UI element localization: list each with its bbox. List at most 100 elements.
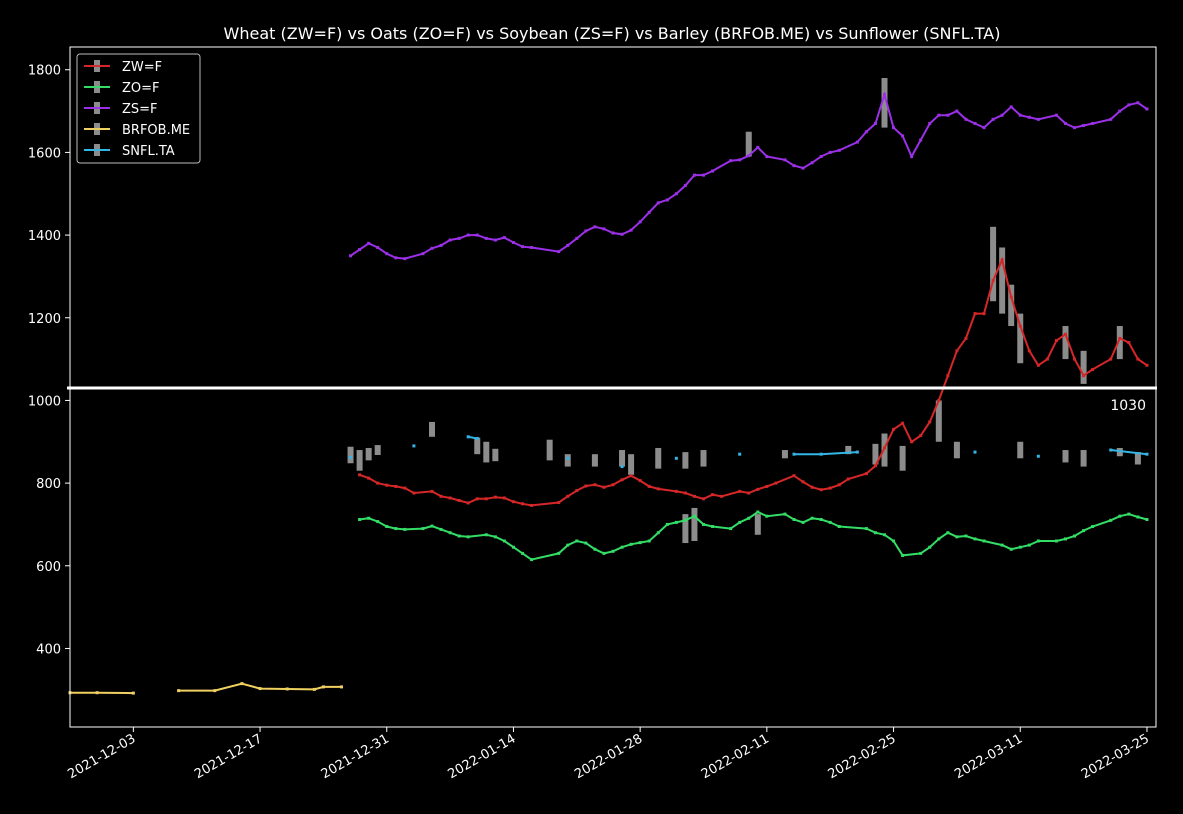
data-point-ZW=F: [1145, 363, 1149, 367]
data-point-ZW=F: [883, 446, 886, 450]
data-point-ZS=F: [901, 134, 905, 138]
y-tick-label: 1600: [28, 146, 61, 161]
data-point-ZW=F: [475, 497, 479, 501]
data-point-ZS=F: [557, 250, 561, 254]
data-point-ZO=F: [385, 525, 389, 529]
data-point-ZW=F: [928, 420, 932, 424]
data-point-ZO=F: [674, 520, 678, 524]
data-point-ZS=F: [1109, 117, 1113, 121]
data-point-ZW=F: [647, 484, 651, 488]
data-point-SNFL.TA: [620, 465, 624, 469]
data-point-ZW=F: [611, 483, 615, 487]
data-point-ZW=F: [1091, 367, 1095, 371]
data-point-ZO=F: [457, 534, 461, 538]
data-point-ZW=F: [674, 489, 678, 493]
data-point-ZW=F: [656, 487, 660, 491]
data-point-ZS=F: [892, 126, 896, 130]
data-point-ZS=F: [937, 113, 941, 117]
error-bar: [1008, 284, 1015, 327]
data-point-ZW=F: [991, 279, 995, 283]
data-point-ZW=F: [1118, 336, 1122, 340]
data-point-ZW=F: [394, 484, 398, 488]
data-point-ZO=F: [530, 558, 534, 562]
data-point-ZW=F: [1054, 338, 1058, 342]
error-bar: [745, 131, 752, 157]
reference-line-label: 1030: [1110, 398, 1146, 414]
data-point-ZW=F: [1073, 357, 1077, 361]
data-point-ZS=F: [692, 173, 696, 177]
data-point-ZS=F: [1118, 109, 1122, 113]
data-point-ZS=F: [394, 256, 398, 260]
data-point-ZW=F: [774, 481, 778, 485]
data-point-ZW=F: [910, 440, 914, 444]
data-point-ZO=F: [421, 527, 425, 531]
data-point-ZS=F: [683, 183, 687, 187]
data-point-ZW=F: [430, 489, 434, 493]
error-bar: [474, 437, 481, 455]
y-tick-label: 1400: [28, 229, 61, 244]
data-point-ZO=F: [1145, 517, 1149, 521]
data-point-SNFL.TA: [1145, 452, 1149, 456]
data-point-ZO=F: [665, 522, 669, 526]
legend-label-ZO=F: ZO=F: [122, 81, 160, 96]
data-point-ZO=F: [602, 551, 606, 555]
data-point-ZS=F: [756, 145, 760, 149]
data-point-ZO=F: [765, 514, 769, 518]
data-point-ZS=F: [1091, 121, 1095, 125]
data-point-ZW=F: [367, 476, 371, 480]
data-point-ZS=F: [430, 246, 434, 250]
data-point-ZW=F: [376, 481, 380, 485]
plot-marks: 1030: [67, 78, 1157, 695]
data-point-BRFOB.ME: [95, 691, 99, 695]
y-tick-label: 1800: [28, 64, 61, 79]
data-point-ZO=F: [1009, 547, 1013, 551]
data-point-ZS=F: [819, 155, 823, 159]
data-point-ZW=F: [385, 483, 389, 487]
legend-label-ZW=F: ZW=F: [122, 60, 162, 75]
error-bar: [999, 247, 1006, 314]
data-point-ZO=F: [702, 522, 705, 526]
data-point-ZS=F: [1054, 113, 1058, 117]
data-point-ZS=F: [484, 236, 488, 240]
data-point-ZO=F: [466, 535, 470, 539]
data-point-SNFL.TA: [973, 450, 977, 454]
data-point-ZO=F: [711, 525, 715, 529]
data-point-SNFL.TA: [819, 452, 823, 456]
data-point-ZO=F: [403, 527, 407, 531]
data-point-ZS=F: [403, 257, 407, 261]
error-bar: [1062, 450, 1069, 463]
data-point-ZO=F: [683, 518, 687, 522]
data-point-ZW=F: [765, 484, 769, 488]
data-point-ZO=F: [883, 533, 886, 537]
data-point-ZW=F: [738, 489, 742, 493]
y-tick-label: 1200: [28, 312, 61, 327]
data-point-ZW=F: [1109, 357, 1113, 361]
data-point-ZS=F: [620, 232, 624, 236]
data-point-ZS=F: [530, 245, 534, 249]
data-point-ZW=F: [358, 473, 362, 477]
data-point-ZO=F: [1027, 543, 1031, 547]
data-point-ZO=F: [367, 516, 371, 520]
data-point-SNFL.TA: [475, 436, 479, 440]
data-point-ZO=F: [892, 539, 896, 543]
data-point-ZS=F: [1145, 107, 1149, 111]
data-point-ZS=F: [946, 113, 950, 117]
data-point-ZO=F: [566, 543, 570, 547]
data-point-ZW=F: [711, 493, 715, 497]
data-point-ZS=F: [1027, 115, 1031, 119]
data-point-ZW=F: [901, 421, 905, 425]
error-bar: [682, 452, 689, 469]
data-point-ZO=F: [448, 531, 452, 535]
data-point-ZO=F: [394, 527, 398, 531]
data-point-ZW=F: [620, 478, 624, 482]
data-point-ZW=F: [937, 398, 941, 402]
data-point-ZS=F: [973, 121, 977, 125]
data-point-ZS=F: [991, 117, 995, 121]
data-point-ZS=F: [964, 117, 968, 121]
data-point-ZS=F: [1127, 103, 1131, 107]
data-point-ZO=F: [493, 535, 497, 539]
data-point-ZO=F: [1073, 534, 1077, 538]
data-point-ZS=F: [602, 227, 606, 231]
data-point-ZO=F: [1091, 525, 1095, 529]
